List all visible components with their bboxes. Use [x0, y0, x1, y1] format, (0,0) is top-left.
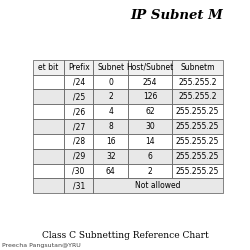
Text: 255.255.25: 255.255.25: [176, 152, 219, 161]
Text: 62: 62: [146, 107, 155, 116]
Text: 8: 8: [108, 122, 113, 131]
Text: Not allowed: Not allowed: [136, 181, 181, 190]
Text: 255.255.25: 255.255.25: [176, 107, 219, 116]
Bar: [128, 90, 172, 104]
Bar: [33, 75, 64, 90]
Text: 6: 6: [148, 152, 153, 161]
Bar: [172, 134, 223, 149]
Bar: [64, 119, 93, 134]
Text: Subnetm: Subnetm: [180, 63, 215, 72]
Bar: [128, 75, 172, 90]
Text: /29: /29: [72, 152, 85, 161]
Text: 0: 0: [108, 78, 113, 86]
Text: /30: /30: [72, 166, 85, 175]
Text: 2: 2: [148, 166, 152, 175]
Bar: [93, 90, 128, 104]
Text: 255.255.25: 255.255.25: [176, 122, 219, 131]
Text: 255.255.25: 255.255.25: [176, 137, 219, 146]
Bar: [33, 134, 64, 149]
Text: /26: /26: [72, 107, 85, 116]
Bar: [64, 164, 93, 178]
Bar: [93, 104, 128, 119]
Text: /28: /28: [72, 137, 85, 146]
Text: et bit: et bit: [38, 63, 59, 72]
Text: 126: 126: [143, 92, 158, 102]
Bar: [128, 60, 172, 75]
Text: Preecha Pangsutan@YRU: Preecha Pangsutan@YRU: [2, 242, 81, 248]
Text: 255.255.2: 255.255.2: [178, 78, 217, 86]
Bar: [64, 178, 93, 193]
Text: /31: /31: [72, 181, 85, 190]
Bar: [64, 134, 93, 149]
Bar: [64, 60, 93, 75]
Bar: [93, 60, 128, 75]
Bar: [172, 119, 223, 134]
Text: /27: /27: [72, 122, 85, 131]
Text: /24: /24: [72, 78, 85, 86]
Text: 254: 254: [143, 78, 158, 86]
Bar: [64, 90, 93, 104]
Bar: [93, 75, 128, 90]
Bar: [93, 178, 223, 193]
Text: Subnet: Subnet: [97, 63, 124, 72]
Text: 32: 32: [106, 152, 116, 161]
Bar: [33, 90, 64, 104]
Text: 30: 30: [145, 122, 155, 131]
Bar: [172, 149, 223, 164]
Text: Host/Subnet: Host/Subnet: [126, 63, 174, 72]
Bar: [93, 134, 128, 149]
Bar: [128, 149, 172, 164]
Bar: [33, 60, 64, 75]
Text: 64: 64: [106, 166, 116, 175]
Bar: [128, 104, 172, 119]
Bar: [172, 60, 223, 75]
Bar: [172, 75, 223, 90]
Bar: [64, 104, 93, 119]
Bar: [128, 119, 172, 134]
Bar: [128, 134, 172, 149]
Text: 14: 14: [146, 137, 155, 146]
Bar: [33, 149, 64, 164]
Bar: [64, 149, 93, 164]
Text: IP Subnet M: IP Subnet M: [130, 9, 223, 22]
Bar: [64, 75, 93, 90]
Bar: [33, 104, 64, 119]
Bar: [33, 119, 64, 134]
Text: 4: 4: [108, 107, 113, 116]
Bar: [172, 164, 223, 178]
Text: 16: 16: [106, 137, 116, 146]
Bar: [93, 149, 128, 164]
Text: Prefix: Prefix: [68, 63, 90, 72]
Text: /25: /25: [72, 92, 85, 102]
Bar: [128, 164, 172, 178]
Bar: [93, 119, 128, 134]
Text: 2: 2: [108, 92, 113, 102]
Text: 255.255.2: 255.255.2: [178, 92, 217, 102]
Bar: [172, 104, 223, 119]
Text: 255.255.25: 255.255.25: [176, 166, 219, 175]
Text: Class C Subnetting Reference Chart: Class C Subnetting Reference Chart: [42, 231, 208, 240]
Bar: [93, 164, 128, 178]
Bar: [33, 164, 64, 178]
Bar: [172, 90, 223, 104]
Bar: [33, 178, 64, 193]
